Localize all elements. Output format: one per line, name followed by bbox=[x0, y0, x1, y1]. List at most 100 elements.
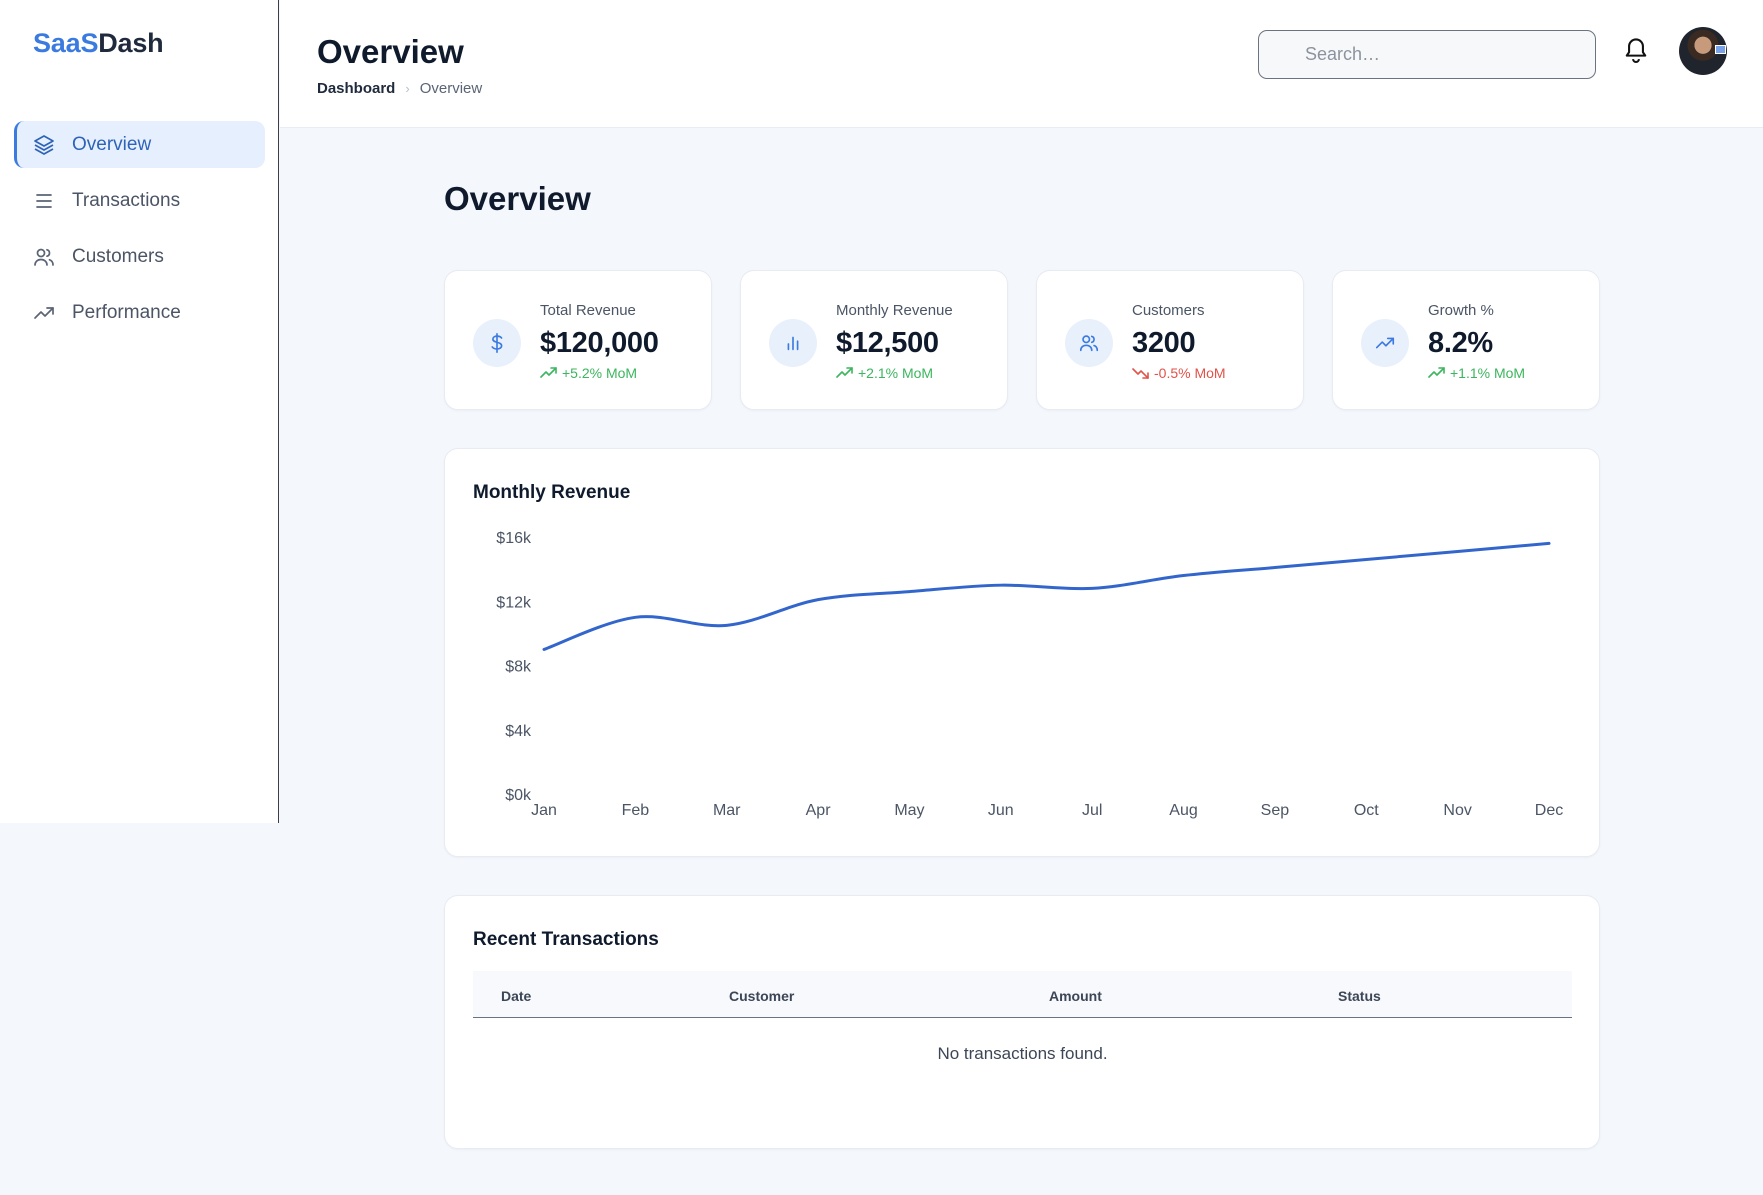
recent-transactions-card: Recent Transactions Date Customer Amount… bbox=[444, 895, 1600, 1149]
avatar[interactable] bbox=[1679, 27, 1727, 75]
x-tick-label: Jul bbox=[1082, 802, 1102, 819]
sidebar-item-label: Transactions bbox=[72, 189, 181, 211]
kpi-delta: -0.5% MoM bbox=[1132, 365, 1226, 381]
breadcrumb-current: Overview bbox=[419, 80, 483, 97]
x-tick-label: Mar bbox=[713, 802, 741, 819]
x-tick-label: Jan bbox=[531, 802, 557, 819]
kpi-card-total-revenue: Total Revenue $120,000 +5.2% MoM bbox=[444, 270, 712, 410]
data-point[interactable] bbox=[1452, 545, 1464, 557]
app-logo[interactable]: SaaSDash bbox=[33, 28, 164, 59]
kpi-card-monthly-revenue: Monthly Revenue $12,500 +2.1% MoM bbox=[740, 270, 1008, 410]
kpi-value: 8.2% bbox=[1428, 327, 1493, 359]
column-header-customer[interactable]: Customer bbox=[729, 988, 795, 1004]
sidebar-item-customers[interactable]: Customers bbox=[14, 233, 265, 280]
data-point[interactable] bbox=[812, 594, 824, 606]
x-tick-label: Feb bbox=[622, 802, 650, 819]
x-tick-label: Nov bbox=[1443, 802, 1471, 819]
kpi-label: Total Revenue bbox=[540, 302, 636, 319]
kpi-icon-wrap bbox=[1361, 319, 1409, 367]
layers-icon bbox=[34, 134, 54, 155]
y-tick-label: $8k bbox=[505, 659, 532, 676]
trend-up-icon bbox=[540, 367, 557, 378]
trend-up-icon bbox=[1428, 367, 1445, 378]
kpi-delta-text: +1.1% MoM bbox=[1450, 365, 1526, 381]
sidebar-item-performance[interactable]: Performance bbox=[14, 289, 265, 336]
sidebar-item-overview[interactable]: Overview bbox=[14, 121, 265, 168]
trend-up-icon bbox=[836, 367, 853, 378]
logo-part-saas: SaaS bbox=[33, 28, 99, 58]
kpi-icon-wrap bbox=[473, 319, 521, 367]
trend-down-icon bbox=[1132, 368, 1149, 379]
breadcrumb: Dashboard › Overview bbox=[317, 80, 482, 97]
column-header-date[interactable]: Date bbox=[501, 988, 532, 1004]
logo-part-dash: Dash bbox=[98, 28, 164, 58]
data-point[interactable] bbox=[903, 586, 915, 598]
x-tick-label: May bbox=[894, 802, 924, 819]
kpi-icon-wrap bbox=[1065, 319, 1113, 367]
revenue-line-chart: $0k $4k $8k $12k $16k Jan Feb Mar Apr May Jun Jul Au… bbox=[496, 530, 1563, 819]
data-point[interactable] bbox=[1178, 570, 1190, 582]
kpi-delta: +5.2% MoM bbox=[540, 365, 637, 381]
data-point[interactable] bbox=[995, 579, 1007, 591]
sidebar: SaaSDash Overview Transactions Customers… bbox=[0, 0, 279, 823]
y-tick-label: $16k bbox=[496, 530, 532, 547]
page-title: Overview bbox=[317, 33, 464, 70]
data-point[interactable] bbox=[1543, 537, 1555, 549]
section-title: Overview bbox=[444, 180, 591, 217]
chart-title: Monthly Revenue bbox=[473, 482, 631, 503]
trending-up-icon bbox=[34, 306, 54, 319]
breadcrumb-dashboard[interactable]: Dashboard bbox=[317, 80, 396, 97]
kpi-value: $120,000 bbox=[540, 327, 659, 359]
column-header-status[interactable]: Status bbox=[1338, 988, 1381, 1004]
y-tick-label: $12k bbox=[496, 594, 532, 611]
kpi-icon-wrap bbox=[769, 319, 817, 367]
sidebar-item-label: Performance bbox=[72, 301, 181, 323]
data-point[interactable] bbox=[1360, 553, 1372, 565]
sidebar-item-label: Overview bbox=[72, 133, 152, 155]
dollar-icon bbox=[491, 333, 503, 353]
revenue-series-line bbox=[542, 541, 1551, 651]
bell-icon[interactable] bbox=[1622, 36, 1650, 66]
users-icon bbox=[34, 248, 54, 266]
data-point[interactable] bbox=[538, 643, 550, 655]
sidebar-nav: Overview Transactions Customers Performa… bbox=[14, 121, 265, 345]
list-icon bbox=[36, 193, 52, 208]
sidebar-item-label: Customers bbox=[72, 245, 164, 267]
x-tick-label: Apr bbox=[806, 802, 832, 819]
kpi-label: Growth % bbox=[1428, 302, 1494, 319]
x-tick-label: Oct bbox=[1354, 802, 1379, 819]
kpi-delta: +2.1% MoM bbox=[836, 365, 933, 381]
kpi-label: Monthly Revenue bbox=[836, 302, 953, 319]
y-tick-label: $0k bbox=[505, 787, 532, 804]
y-tick-label: $4k bbox=[505, 723, 532, 740]
kpi-card-growth: Growth % 8.2% +1.1% MoM bbox=[1332, 270, 1600, 410]
kpi-delta: +1.1% MoM bbox=[1428, 365, 1525, 381]
kpi-value: $12,500 bbox=[836, 327, 939, 359]
monthly-revenue-card: Monthly Revenue $0k $4k $8k $12k $16k Jan Feb M… bbox=[444, 448, 1600, 857]
kpi-value: 3200 bbox=[1132, 327, 1196, 359]
chevron-right-icon: › bbox=[405, 81, 410, 96]
kpi-delta-text: +2.1% MoM bbox=[858, 365, 934, 381]
empty-state-text: No transactions found. bbox=[937, 1044, 1108, 1063]
transactions-table: Date Customer Amount Status No transacti… bbox=[473, 971, 1572, 1063]
kpi-delta-text: -0.5% MoM bbox=[1154, 365, 1226, 381]
x-tick-label: Dec bbox=[1535, 802, 1563, 819]
column-header-amount[interactable]: Amount bbox=[1049, 988, 1102, 1004]
sidebar-item-transactions[interactable]: Transactions bbox=[14, 177, 265, 224]
data-point[interactable] bbox=[721, 619, 733, 631]
table-header: Date Customer Amount Status bbox=[473, 971, 1572, 1018]
data-point[interactable] bbox=[629, 611, 641, 623]
kpi-row: Total Revenue $120,000 +5.2% MoM Monthly… bbox=[444, 270, 1600, 410]
data-point[interactable] bbox=[1269, 562, 1281, 574]
transactions-title: Recent Transactions bbox=[473, 929, 659, 950]
top-bar: Overview Dashboard › Overview bbox=[280, 0, 1763, 128]
x-tick-label: Aug bbox=[1169, 802, 1197, 819]
kpi-label: Customers bbox=[1132, 302, 1205, 319]
data-point[interactable] bbox=[1086, 582, 1098, 594]
bar-chart-icon bbox=[787, 336, 799, 351]
users-icon bbox=[1079, 335, 1099, 352]
trending-up-icon bbox=[1375, 337, 1395, 349]
x-tick-label: Sep bbox=[1261, 802, 1290, 819]
x-tick-label: Jun bbox=[988, 802, 1014, 819]
search-input[interactable] bbox=[1258, 30, 1596, 79]
